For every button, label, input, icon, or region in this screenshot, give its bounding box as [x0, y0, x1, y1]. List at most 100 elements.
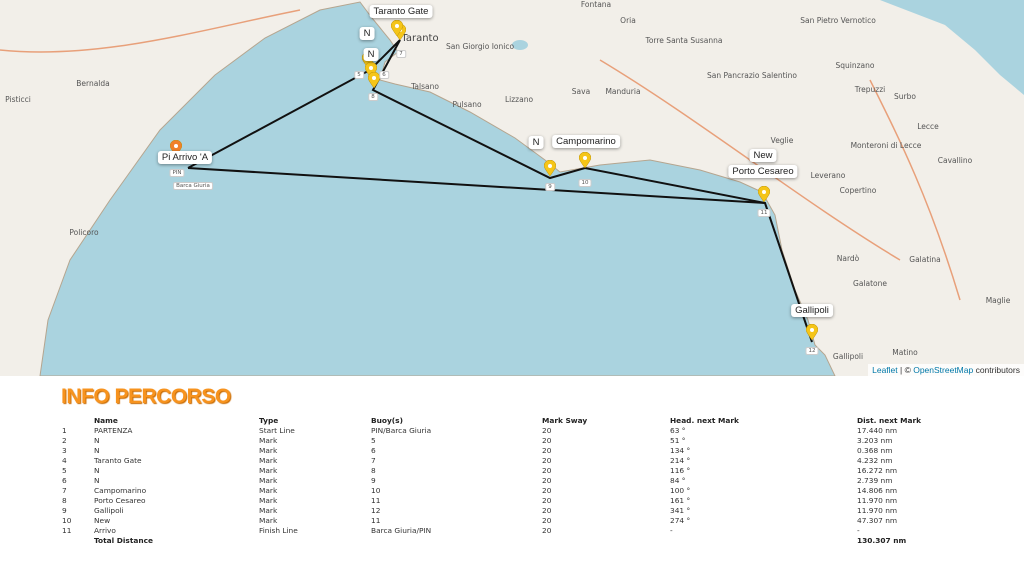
road — [0, 9, 301, 53]
table-cell: 5 — [62, 466, 67, 475]
buoy-number-tag[interactable]: 11 — [757, 209, 771, 217]
table-cell: Barca Giuria/PIN — [371, 526, 432, 535]
table-cell: 8 — [62, 496, 67, 505]
table-cell: Finish Line — [259, 526, 298, 535]
table-cell: Total Distance — [94, 536, 154, 545]
table-row: 2 N Mark 5 20 51 ° 3.203 nm — [0, 436, 1024, 446]
table-cell: 5 — [371, 436, 376, 445]
place-label: Pisticci — [5, 95, 31, 104]
table-cell: Mark — [259, 466, 278, 475]
table-cell: 116 ° — [670, 466, 691, 475]
map-marker-pin-icon[interactable] — [368, 72, 380, 88]
table-cell: Buoy(s) — [371, 416, 403, 425]
table-cell: 341 ° — [670, 506, 691, 515]
buoy-number-tag[interactable]: 5 — [354, 71, 364, 79]
table-row: 7 Campomarino Mark 10 20 100 ° 14.806 nm — [0, 486, 1024, 496]
buoy-number-tag[interactable]: 7 — [396, 50, 406, 58]
mark-label: Gallipoli — [791, 304, 833, 317]
table-cell: 8 — [371, 466, 376, 475]
buoy-number-tag[interactable]: 12 — [805, 347, 819, 355]
map-marker-pin-icon[interactable] — [391, 20, 403, 36]
place-label: Monteroni di Lecce — [850, 141, 922, 150]
table-cell: 11 — [371, 516, 381, 525]
table-cell: New — [94, 516, 111, 525]
table-row: 4 Taranto Gate Mark 7 20 214 ° 4.232 nm — [0, 456, 1024, 466]
buoy-number-tag[interactable]: 8 — [368, 93, 378, 101]
table-cell: Mark — [259, 486, 278, 495]
place-label: Nardò — [836, 254, 860, 263]
table-cell: 11.970 nm — [857, 506, 898, 515]
place-label: Trepuzzi — [854, 85, 886, 94]
buoy-number-tag[interactable]: 9 — [545, 183, 555, 191]
table-cell: Start Line — [259, 426, 295, 435]
table-cell: 7 — [371, 456, 376, 465]
map[interactable]: Fontana Oria San Pietro Vernotico Torre San… — [0, 0, 1024, 376]
route-line — [187, 39, 813, 343]
mark-label: N — [528, 136, 544, 149]
committee-boat-tag[interactable]: Barca Giuria — [173, 182, 213, 190]
table-cell: 9 — [62, 506, 67, 515]
table-cell: 4.232 nm — [857, 456, 893, 465]
map-marker-pin-icon[interactable] — [806, 324, 818, 340]
table-cell: Arrivo — [94, 526, 116, 535]
table-cell: 130.307 nm — [857, 536, 907, 545]
table-cell: 1 — [62, 426, 67, 435]
table-cell: 63 ° — [670, 426, 686, 435]
place-label: Gallipoli — [832, 352, 864, 361]
table-cell: 20 — [542, 426, 552, 435]
table-cell: 4 — [62, 456, 67, 465]
sea-adriatic — [880, 0, 1024, 95]
place-label: Policoro — [69, 228, 99, 237]
table-cell: 11.970 nm — [857, 496, 898, 505]
map-tiles — [0, 0, 1024, 376]
mark-label: Taranto Gate — [369, 5, 433, 18]
table-cell: 214 ° — [670, 456, 691, 465]
table-cell: Mark — [259, 446, 278, 455]
table-row: 1 PARTENZA Start Line PIN/Barca Giuria 20 63 … — [0, 426, 1024, 436]
table-cell: 20 — [542, 526, 552, 535]
attr-rest: contributors — [973, 365, 1020, 375]
table-cell: 2.739 nm — [857, 476, 893, 485]
table-cell: Mark Sway — [542, 416, 588, 425]
map-marker-pin-icon[interactable] — [544, 160, 556, 176]
buoy-number-tag[interactable]: 10 — [578, 179, 592, 187]
pin-buoy-tag[interactable]: PIN — [169, 169, 185, 177]
table-cell: Porto Cesareo — [94, 496, 146, 505]
leaflet-link[interactable]: Leaflet — [872, 365, 898, 375]
table-cell: 17.440 nm — [857, 426, 898, 435]
table-row: 11 Arrivo Finish Line Barca Giuria/PIN 20 - - — [0, 526, 1024, 536]
place-label: Taranto — [401, 33, 439, 44]
table-cell: Mark — [259, 506, 278, 515]
table-cell: 20 — [542, 466, 552, 475]
table-cell: 274 ° — [670, 516, 691, 525]
start-finish-label: Pi Arrivo 'A — [157, 151, 213, 164]
table-cell: 10 — [62, 516, 72, 525]
place-label: Manduria — [605, 87, 641, 96]
table-cell: 100 ° — [670, 486, 691, 495]
table-cell: 6 — [62, 476, 67, 485]
buoy-number-tag[interactable]: 6 — [379, 71, 389, 79]
place-label: Oria — [620, 16, 636, 25]
place-label: Cavallino — [937, 156, 973, 165]
mark-label: New — [749, 149, 777, 162]
table-cell: Gallipoli — [94, 506, 124, 515]
map-marker-pin-icon[interactable] — [758, 186, 770, 202]
mark-label: N — [359, 27, 375, 40]
table-cell: N — [94, 436, 100, 445]
place-label: Galatone — [853, 279, 887, 288]
table-cell: 7 — [62, 486, 67, 495]
osm-link[interactable]: OpenStreetMap — [913, 365, 974, 375]
table-cell: - — [670, 526, 673, 535]
table-cell: Name — [94, 416, 118, 425]
table-cell: 20 — [542, 456, 552, 465]
place-label: Squinzano — [835, 61, 875, 70]
table-row: 8 Porto Cesareo Mark 11 20 161 ° 11.970 nm — [0, 496, 1024, 506]
table-cell: 20 — [542, 476, 552, 485]
table-cell: 20 — [542, 506, 552, 515]
table-cell: 12 — [371, 506, 381, 515]
table-cell: 6 — [371, 446, 376, 455]
place-label: Sava — [571, 87, 591, 96]
table-cell: 20 — [542, 496, 552, 505]
table-cell: N — [94, 476, 100, 485]
map-marker-pin-icon[interactable] — [579, 152, 591, 168]
